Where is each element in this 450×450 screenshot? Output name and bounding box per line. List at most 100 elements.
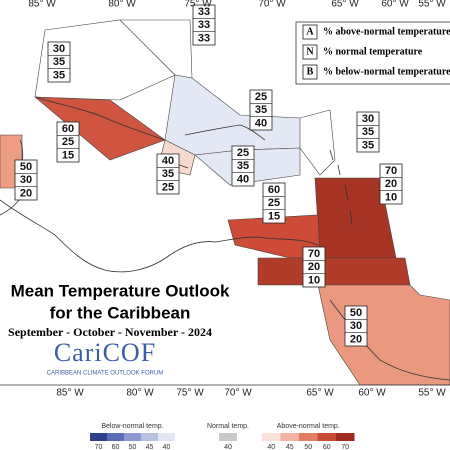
- colorbar-tick: 60: [112, 444, 120, 450]
- probability-value: 10: [308, 275, 320, 287]
- colorbar-swatch: [336, 433, 355, 441]
- lon-label-top: 60° W: [381, 0, 409, 10]
- lon-label-top: 55° W: [418, 0, 446, 10]
- probability-value: 35: [362, 126, 374, 138]
- lon-label-bottom: 70° W: [224, 388, 252, 399]
- probability-value: 10: [385, 192, 397, 204]
- title-line-2: for the Caribbean: [50, 303, 191, 322]
- probability-box: [231, 145, 255, 187]
- probability-value: 40: [162, 155, 174, 167]
- key-letter: A: [306, 26, 314, 37]
- colorbar-tick: 40: [267, 444, 275, 450]
- probability-box: [14, 159, 38, 201]
- title-line-1: Mean Temperature Outlook: [11, 281, 230, 300]
- probability-value: 15: [62, 150, 74, 162]
- coastlines: [0, 96, 450, 381]
- probability-value: 50: [20, 161, 32, 173]
- probability-value: 20: [385, 178, 397, 190]
- lon-label-bottom: 60° W: [358, 388, 386, 399]
- probability-value: 60: [268, 184, 280, 196]
- probability-value: 35: [53, 70, 65, 82]
- colorbar-swatch: [124, 433, 141, 441]
- probability-value: 35: [362, 140, 374, 152]
- probability-value: 60: [62, 123, 74, 135]
- colorbar-swatch: [280, 433, 299, 441]
- lon-label-top: 75° W: [184, 0, 212, 10]
- lon-label-top: 85° W: [28, 0, 56, 10]
- colorbar-tick: 40: [163, 444, 171, 450]
- probability-box: [379, 163, 403, 205]
- probability-value: 70: [308, 248, 320, 260]
- probability-value: 20: [350, 334, 362, 346]
- probability-value: 35: [162, 168, 174, 180]
- probability-value: 33: [198, 6, 210, 18]
- lon-label-top: 80° W: [108, 0, 136, 10]
- probability-box: [249, 89, 273, 131]
- lon-label-bottom: 75° W: [176, 388, 204, 399]
- probability-value: 15: [268, 211, 280, 223]
- colorbar-tick: 50: [304, 444, 312, 450]
- colorbar-swatch: [107, 433, 124, 441]
- probability-value: 30: [20, 174, 32, 186]
- colorbar-tick: 40: [224, 444, 232, 450]
- key-letter-box: [302, 44, 318, 60]
- colorbar-tick: 50: [129, 444, 137, 450]
- probability-box: [156, 153, 180, 195]
- probability-value: 20: [20, 188, 32, 200]
- colorbar-swatch: [299, 433, 318, 441]
- probability-value: 50: [350, 307, 362, 319]
- probability-value: 25: [62, 136, 74, 148]
- logo-subtitle: CARIBBEAN CLIMATE OUTLOOK FORUM: [47, 371, 164, 377]
- key-text: % below-normal temperature: [323, 66, 450, 77]
- probability-value: 35: [237, 160, 249, 172]
- outlook-region: [257, 257, 411, 286]
- colorbar-swatch: [317, 433, 336, 441]
- probability-box: [344, 305, 368, 347]
- colorbar-label: Above-normal temp.: [277, 423, 340, 430]
- key-letter-box: [302, 24, 318, 40]
- key-text: % above-normal temperature: [323, 26, 450, 37]
- colorbar-swatch: [90, 433, 107, 441]
- probability-value: 25: [162, 182, 174, 194]
- probability-value: 70: [385, 165, 397, 177]
- lon-label-bottom: 80° W: [126, 388, 154, 399]
- lon-label-bottom: 85° W: [56, 388, 84, 399]
- probability-box: [356, 111, 380, 153]
- probability-value: 35: [255, 104, 267, 116]
- logo: CariCOF: [54, 338, 156, 367]
- probability-value: 30: [53, 43, 65, 55]
- colorbar-label: Below-normal temp.: [101, 423, 163, 430]
- colorbar-tick: 45: [286, 444, 294, 450]
- lon-label-bottom: 65° W: [306, 388, 334, 399]
- probability-value: 20: [308, 261, 320, 273]
- key-box: A % above-normal temperature N % normal tem…: [295, 21, 450, 85]
- probability-box: [47, 41, 71, 83]
- colorbar-swatch: [141, 433, 158, 441]
- title-period: September - October - November - 2024: [8, 325, 212, 339]
- probability-value: 40: [255, 118, 267, 130]
- colorbar-swatch: [158, 433, 175, 441]
- probability-box: [262, 182, 286, 224]
- lon-label-top: 65° W: [331, 0, 359, 10]
- colorbar-tick: 45: [146, 444, 154, 450]
- probability-value: 30: [350, 320, 362, 332]
- colorbar-tick: 70: [341, 444, 349, 450]
- key-letter: B: [307, 66, 314, 77]
- probability-value: 25: [268, 197, 280, 209]
- probability-box: [302, 246, 326, 288]
- colorbar-label: Normal temp.: [207, 423, 249, 430]
- probability-box: [56, 121, 80, 163]
- colorbar-swatch: [219, 433, 237, 441]
- probability-value: 35: [53, 56, 65, 68]
- probability-value: 30: [362, 113, 374, 125]
- colorbar-tick: 60: [323, 444, 331, 450]
- probability-value: 40: [237, 174, 249, 186]
- probability-value: 25: [255, 91, 267, 103]
- lon-label-top: 70° W: [258, 0, 286, 10]
- probability-value: 33: [198, 33, 210, 45]
- colorbar-swatch: [262, 433, 281, 441]
- key-text: % normal temperature: [323, 46, 423, 57]
- probability-box: [192, 4, 216, 46]
- lon-label-bottom: 55° W: [418, 388, 446, 399]
